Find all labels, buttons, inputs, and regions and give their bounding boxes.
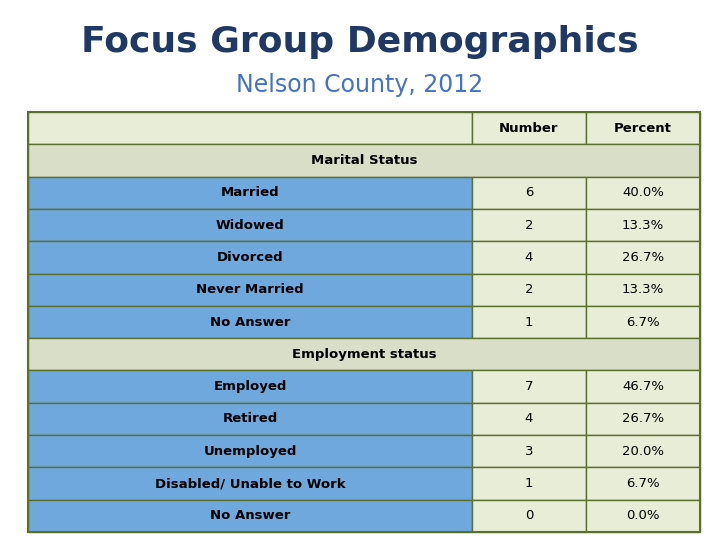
Text: 4: 4 bbox=[525, 413, 534, 426]
Text: 7: 7 bbox=[525, 380, 534, 393]
Text: Widowed: Widowed bbox=[215, 219, 284, 232]
FancyBboxPatch shape bbox=[28, 403, 472, 435]
FancyBboxPatch shape bbox=[586, 241, 700, 274]
Text: Disabled/ Unable to Work: Disabled/ Unable to Work bbox=[155, 477, 346, 490]
FancyBboxPatch shape bbox=[28, 338, 700, 370]
FancyBboxPatch shape bbox=[472, 468, 586, 500]
FancyBboxPatch shape bbox=[28, 112, 472, 144]
Text: 40.0%: 40.0% bbox=[622, 186, 664, 199]
FancyBboxPatch shape bbox=[472, 274, 586, 306]
Text: Retired: Retired bbox=[222, 413, 278, 426]
FancyBboxPatch shape bbox=[586, 209, 700, 241]
Text: Marital Status: Marital Status bbox=[311, 154, 418, 167]
FancyBboxPatch shape bbox=[586, 112, 700, 144]
Text: 0.0%: 0.0% bbox=[626, 509, 660, 522]
FancyBboxPatch shape bbox=[28, 468, 472, 500]
FancyBboxPatch shape bbox=[472, 370, 586, 403]
Text: 26.7%: 26.7% bbox=[622, 413, 664, 426]
FancyBboxPatch shape bbox=[586, 274, 700, 306]
FancyBboxPatch shape bbox=[28, 177, 472, 209]
FancyBboxPatch shape bbox=[472, 241, 586, 274]
FancyBboxPatch shape bbox=[28, 274, 472, 306]
Text: Divorced: Divorced bbox=[217, 251, 283, 264]
Text: 1: 1 bbox=[525, 315, 534, 328]
FancyBboxPatch shape bbox=[586, 403, 700, 435]
Text: 2: 2 bbox=[525, 219, 534, 232]
FancyBboxPatch shape bbox=[28, 500, 472, 532]
FancyBboxPatch shape bbox=[472, 403, 586, 435]
Text: 6.7%: 6.7% bbox=[626, 315, 660, 328]
Text: No Answer: No Answer bbox=[210, 315, 290, 328]
Text: 46.7%: 46.7% bbox=[622, 380, 664, 393]
Text: Employment status: Employment status bbox=[292, 348, 436, 361]
FancyBboxPatch shape bbox=[28, 144, 700, 177]
FancyBboxPatch shape bbox=[586, 177, 700, 209]
Text: 4: 4 bbox=[525, 251, 534, 264]
Text: Number: Number bbox=[499, 122, 559, 134]
FancyBboxPatch shape bbox=[28, 209, 472, 241]
FancyBboxPatch shape bbox=[472, 306, 586, 338]
FancyBboxPatch shape bbox=[472, 209, 586, 241]
Text: Employed: Employed bbox=[213, 380, 287, 393]
Text: 20.0%: 20.0% bbox=[622, 445, 664, 458]
FancyBboxPatch shape bbox=[586, 306, 700, 338]
Text: 6: 6 bbox=[525, 186, 534, 199]
Text: 0: 0 bbox=[525, 509, 534, 522]
Text: 3: 3 bbox=[525, 445, 534, 458]
FancyBboxPatch shape bbox=[472, 500, 586, 532]
Text: Nelson County, 2012: Nelson County, 2012 bbox=[236, 73, 484, 97]
FancyBboxPatch shape bbox=[472, 177, 586, 209]
FancyBboxPatch shape bbox=[586, 468, 700, 500]
FancyBboxPatch shape bbox=[28, 241, 472, 274]
Text: Unemployed: Unemployed bbox=[203, 445, 297, 458]
FancyBboxPatch shape bbox=[28, 370, 472, 403]
FancyBboxPatch shape bbox=[28, 435, 472, 468]
Text: 13.3%: 13.3% bbox=[622, 283, 664, 296]
FancyBboxPatch shape bbox=[472, 435, 586, 468]
FancyBboxPatch shape bbox=[586, 370, 700, 403]
Text: Focus Group Demographics: Focus Group Demographics bbox=[81, 25, 639, 59]
Text: 13.3%: 13.3% bbox=[622, 219, 664, 232]
Text: 2: 2 bbox=[525, 283, 534, 296]
FancyBboxPatch shape bbox=[586, 435, 700, 468]
FancyBboxPatch shape bbox=[28, 306, 472, 338]
Text: No Answer: No Answer bbox=[210, 509, 290, 522]
Text: 1: 1 bbox=[525, 477, 534, 490]
FancyBboxPatch shape bbox=[472, 112, 586, 144]
Text: Percent: Percent bbox=[614, 122, 672, 134]
Text: Never Married: Never Married bbox=[196, 283, 304, 296]
FancyBboxPatch shape bbox=[586, 500, 700, 532]
Text: Married: Married bbox=[221, 186, 279, 199]
Text: 6.7%: 6.7% bbox=[626, 477, 660, 490]
Text: 26.7%: 26.7% bbox=[622, 251, 664, 264]
